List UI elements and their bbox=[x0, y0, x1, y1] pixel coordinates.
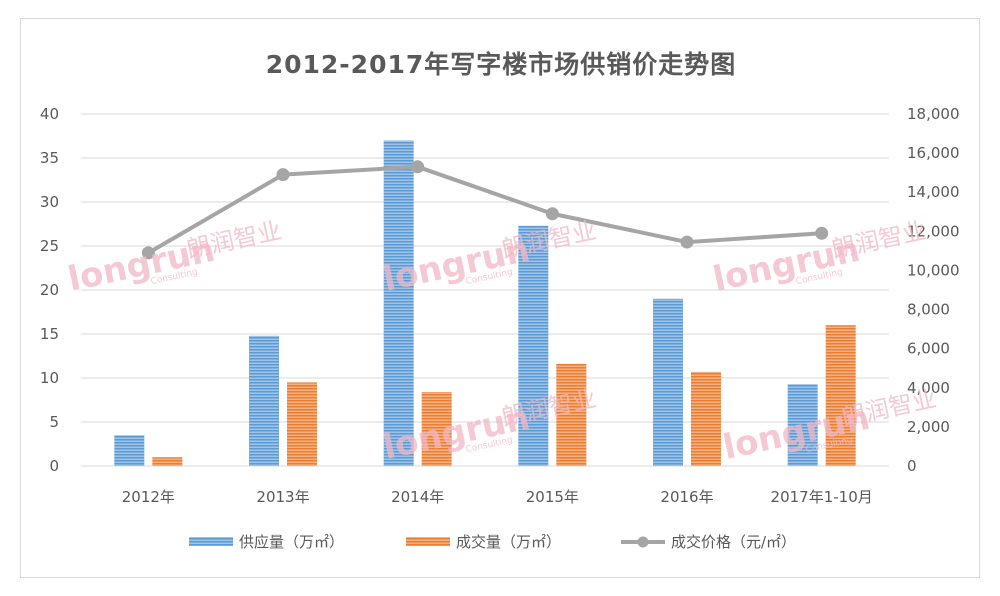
y-right-tick-label: 8,000 bbox=[907, 301, 950, 319]
y-right-tick-label: 0 bbox=[907, 457, 917, 475]
y-right-tick-label: 6,000 bbox=[907, 340, 950, 358]
legend-swatch bbox=[406, 537, 450, 546]
line-series bbox=[141, 160, 829, 260]
x-tick-label: 2014年 bbox=[391, 488, 444, 506]
gridlines bbox=[81, 113, 889, 467]
supply-bar bbox=[787, 384, 818, 466]
y-left-tick-label: 25 bbox=[40, 237, 59, 255]
y-left-tick-label: 40 bbox=[40, 105, 59, 123]
price-point bbox=[545, 207, 559, 221]
legend-swatch bbox=[189, 537, 233, 546]
y-right-tick-label: 4,000 bbox=[907, 379, 950, 397]
transaction-bar bbox=[825, 325, 856, 466]
x-tick-label: 2012年 bbox=[122, 488, 175, 506]
price-line bbox=[147, 164, 822, 255]
x-tick-label: 2013年 bbox=[256, 488, 309, 506]
price-point bbox=[411, 160, 425, 174]
y-left-tick-label: 10 bbox=[40, 369, 59, 387]
axes: 0 5 10 15 20 25 30 35 40 0 2,000 4,000 6,000 8,000 10,… bbox=[40, 105, 960, 506]
price-point bbox=[815, 226, 829, 240]
legend-label: 成交量（万㎡） bbox=[456, 533, 561, 551]
supply-bar bbox=[653, 298, 683, 466]
legend: 供应量（万㎡） 成交量（万㎡） 成交价格（元/㎡） bbox=[189, 533, 796, 551]
y-left-tick-label: 15 bbox=[40, 325, 59, 343]
y-right-tick-label: 14,000 bbox=[907, 183, 960, 201]
supply-bar bbox=[518, 225, 549, 466]
legend-label: 供应量（万㎡） bbox=[239, 533, 344, 551]
x-tick-label: 2017年1-10月 bbox=[771, 488, 873, 506]
y-right-tick-label: 16,000 bbox=[907, 144, 960, 162]
chart-frame: 2012-2017年写字楼市场供销价走势图 0 5 10 15 20 25 30 35 40 0 2… bbox=[20, 18, 980, 578]
y-left-tick-label: 30 bbox=[40, 193, 59, 211]
transaction-bar bbox=[691, 371, 721, 466]
y-left-tick-label: 5 bbox=[49, 413, 59, 431]
transaction-bar bbox=[152, 457, 183, 466]
price-point bbox=[141, 246, 155, 260]
y-left-tick-label: 20 bbox=[40, 281, 59, 299]
chart-canvas: 2012-2017年写字楼市场供销价走势图 0 5 10 15 20 25 30 35 40 0 2… bbox=[40, 50, 960, 551]
y-right-tick-label: 12,000 bbox=[907, 222, 960, 240]
y-right-tick-label: 18,000 bbox=[907, 105, 960, 123]
supply-bar bbox=[249, 335, 279, 466]
price-point bbox=[680, 235, 694, 249]
watermark-brand-cn: 朗润智业 bbox=[829, 216, 929, 263]
y-left-tick-label: 35 bbox=[40, 149, 59, 167]
watermark-brand-cn: 朗润智业 bbox=[499, 216, 599, 263]
x-tick-label: 2016年 bbox=[660, 488, 713, 506]
legend-swatch-marker bbox=[637, 536, 649, 548]
y-right-tick-label: 2,000 bbox=[907, 418, 950, 436]
transaction-bar bbox=[421, 392, 452, 466]
supply-bar bbox=[114, 435, 145, 466]
transaction-bar bbox=[287, 382, 317, 466]
y-left-tick-label: 0 bbox=[49, 457, 59, 475]
chart-title: 2012-2017年写字楼市场供销价走势图 bbox=[266, 50, 737, 79]
legend-label: 成交价格（元/㎡） bbox=[671, 533, 796, 551]
x-tick-label: 2015年 bbox=[526, 488, 579, 506]
price-point bbox=[276, 168, 290, 182]
y-right-tick-label: 10,000 bbox=[907, 261, 960, 279]
supply-bar bbox=[383, 140, 414, 466]
transaction-bar bbox=[556, 363, 587, 466]
bar-series bbox=[114, 140, 856, 466]
